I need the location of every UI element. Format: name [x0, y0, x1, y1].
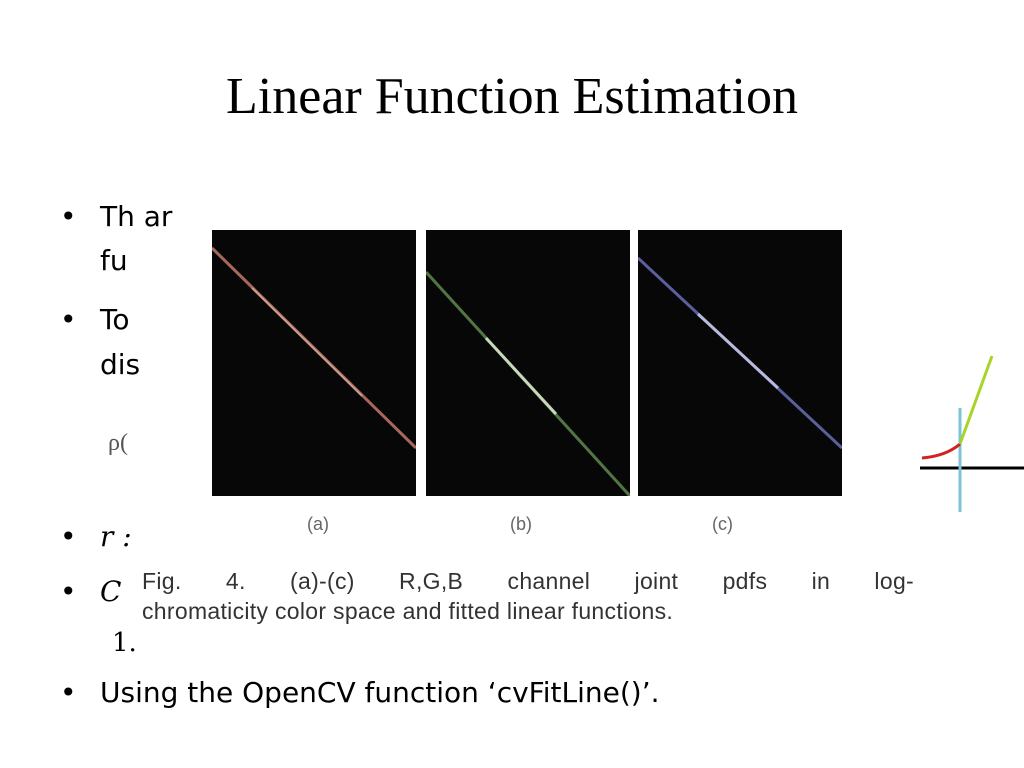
bullet-4: • C	[60, 575, 121, 609]
figure-panels	[208, 224, 848, 504]
bullet-2-line-2: dis	[100, 348, 141, 381]
bullet-3-text: r :	[100, 520, 132, 553]
bullet-dot: •	[60, 200, 77, 233]
panel-a	[212, 230, 416, 496]
bullet-5: • Using the OpenCV function ‘cvFitLine()’…	[60, 676, 660, 710]
panel-b-label: (b)	[510, 514, 532, 534]
caption-line-2: chromaticity color space and fitted line…	[142, 598, 674, 624]
fit-line	[958, 355, 994, 445]
bullet-1: • Th ar	[60, 200, 172, 234]
bullet-dot: •	[60, 676, 77, 709]
panel-b	[426, 230, 630, 496]
caption-line-1: Fig. 4. (a)-(c) R,G,B channel joint pdfs…	[142, 568, 914, 594]
bullet-3: • r :	[60, 520, 132, 554]
panel-c	[638, 230, 842, 496]
formula-fragment: ρ(	[108, 430, 128, 456]
red-curve	[921, 442, 961, 460]
bullet-2: • To	[60, 303, 129, 337]
panel-c-label: (c)	[712, 514, 733, 534]
bullet-dot: •	[60, 303, 77, 336]
slide-title: Linear Function Estimation	[226, 68, 798, 125]
bullet-dot: •	[60, 520, 77, 553]
bullet-dot: •	[60, 575, 77, 608]
bullet-5-text: Using the OpenCV function ‘cvFitLine()’.	[100, 676, 660, 709]
bullet-4-line-2: 1.	[112, 628, 137, 658]
bullet-2-text: To	[100, 303, 130, 336]
bullet-4-text: C	[100, 575, 122, 608]
bullet-1-text: Th ar	[100, 200, 173, 233]
panel-a-label: (a)	[307, 514, 329, 534]
figure-caption: Fig. 4. (a)-(c) R,G,B channel joint pdfs…	[142, 566, 914, 626]
bullet-1-line-2: fu	[100, 244, 128, 277]
side-diagram	[920, 355, 1024, 512]
